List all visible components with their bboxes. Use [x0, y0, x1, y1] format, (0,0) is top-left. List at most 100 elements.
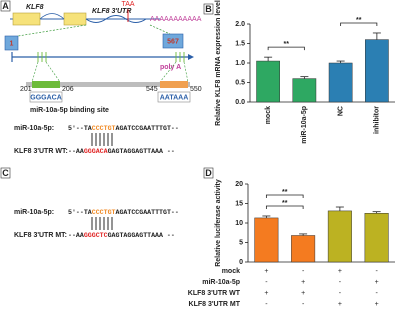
- site-seq: GGGACA: [30, 94, 62, 101]
- seq-label: miR-10a-5p:: [14, 209, 54, 216]
- utr-bar: [26, 82, 190, 87]
- panel-letter: C: [2, 168, 9, 178]
- y-tick-label: 1.5: [235, 40, 245, 47]
- sig-label: **: [284, 41, 290, 48]
- pos-label: 550: [190, 86, 202, 93]
- sig-bracket: [267, 46, 305, 51]
- condition-sign: +: [264, 290, 268, 297]
- y-axis-label: Relative KLF8 mRNA expression level: [215, 0, 222, 126]
- site-seq: AATAAA: [160, 94, 189, 101]
- condition-sign: +: [264, 268, 268, 275]
- bar: [365, 39, 389, 103]
- condition-sign: -: [375, 290, 378, 297]
- condition-sign: -: [339, 290, 342, 297]
- pos-box: [4, 35, 19, 51]
- sequence: 5'--TACCCTGTAGATCCGAATTTGT--: [68, 209, 179, 216]
- exon: [63, 12, 87, 26]
- y-tick-label: 0.0: [235, 99, 245, 106]
- sequence: --AAGGGACAGAGTAGGAGTTAAA --: [68, 148, 175, 155]
- y-tick-label: 0: [239, 259, 243, 266]
- pos-label: 206: [62, 86, 74, 93]
- seq-part: 5'--TA: [68, 125, 92, 132]
- seq-label: KLF8 3'UTR MT:: [14, 232, 67, 239]
- zoom-line: [183, 61, 189, 83]
- seq-part: GAGTAGGAGTTAAA --: [108, 232, 175, 239]
- seq-part: 5'--TA: [68, 209, 92, 216]
- seq-box: [29, 91, 63, 103]
- y-tick-label: 1.0: [235, 60, 245, 67]
- bar: [327, 210, 352, 263]
- condition-sign: -: [339, 279, 342, 286]
- seq-part: AGATCCGAATTTGT--: [116, 125, 179, 132]
- end-pos: 567: [167, 38, 179, 45]
- sig-bracket: [265, 194, 304, 198]
- bar: [254, 217, 279, 263]
- pos-label: 545: [146, 86, 158, 93]
- utr-label: KLF8 3'UTR: [92, 8, 131, 15]
- condition-label: mock: [222, 268, 240, 275]
- panel-letter: A: [2, 1, 9, 11]
- bar: [291, 235, 316, 263]
- y-tick-label: 10: [235, 220, 243, 227]
- condition-sign: +: [375, 301, 379, 308]
- seq-part: --AA: [68, 232, 84, 239]
- gene-name: KLF8: [26, 4, 44, 11]
- y-tick-label: 20: [235, 181, 243, 188]
- condition-sign: -: [265, 279, 268, 286]
- seq-part: --AA: [68, 148, 84, 155]
- x-tick-label: inhibitor: [374, 106, 381, 134]
- condition-sign: +: [301, 290, 305, 297]
- letter-box: [203, 167, 214, 179]
- stop-codon: TAA: [121, 1, 134, 8]
- condition-label: miR-10a-5p: [202, 279, 240, 286]
- condition-sign: -: [375, 268, 378, 275]
- exon: [12, 12, 41, 26]
- x-tick-label: NC: [337, 106, 344, 116]
- utr-line: [85, 15, 147, 23]
- condition-sign: -: [265, 301, 268, 308]
- arrow: [188, 54, 194, 60]
- site-box: [160, 81, 188, 88]
- start-pos: 1: [10, 40, 14, 47]
- sequence: --AAGGGCTCGAGTAGGAGTTAAA --: [68, 232, 175, 239]
- polya-label: poly A: [160, 64, 181, 71]
- y-tick-label: 5: [239, 239, 243, 246]
- condition-sign: -: [302, 268, 305, 275]
- panel-letter: D: [205, 168, 212, 178]
- condition-label: KLF8 3'UTR WT: [188, 290, 241, 297]
- letter-box: [0, 0, 11, 12]
- sequence-block: miR-10a-5p: 5'--TACCCTGTAGATCCGAATTTGT-- K…: [14, 125, 179, 155]
- site-box: [32, 81, 60, 88]
- seq-part: GGGCTC: [84, 232, 108, 239]
- sig-label: **: [282, 189, 288, 196]
- pos-box: [162, 33, 184, 49]
- condition-sign: +: [338, 268, 342, 275]
- sig-label: **: [356, 17, 362, 24]
- seq-label: miR-10a-5p:: [14, 125, 54, 132]
- sig-bracket: [265, 205, 304, 209]
- y-tick-label: 0.5: [235, 79, 245, 86]
- site-label: miR-10a-5p binding site: [30, 107, 109, 114]
- polya-tail: AAAAAAAAAAA: [150, 16, 202, 23]
- site-marks: [37, 52, 185, 62]
- seq-part: CCCTGT: [92, 209, 116, 216]
- intron: [39, 13, 65, 20]
- letter-box: [203, 3, 214, 15]
- bar: [328, 62, 353, 103]
- condition-sign: +: [338, 301, 342, 308]
- condition-sign: +: [301, 279, 305, 286]
- zoom-line: [45, 61, 61, 83]
- condition-sign: -: [302, 301, 305, 308]
- condition-label: KLF8 3'UTR MT: [189, 301, 241, 308]
- bar: [292, 78, 317, 103]
- panel-letter: B: [205, 4, 212, 14]
- seq-box: [157, 91, 191, 103]
- y-axis-label: Relative luciferase activity: [215, 179, 222, 267]
- sig-bracket: [340, 22, 378, 26]
- seq-part: CCCTGT: [92, 125, 116, 132]
- zoom-line: [149, 24, 171, 35]
- bar: [364, 213, 389, 263]
- y-tick-label: 15: [235, 200, 243, 207]
- x-tick-label: miR-10a-5p: [301, 106, 308, 144]
